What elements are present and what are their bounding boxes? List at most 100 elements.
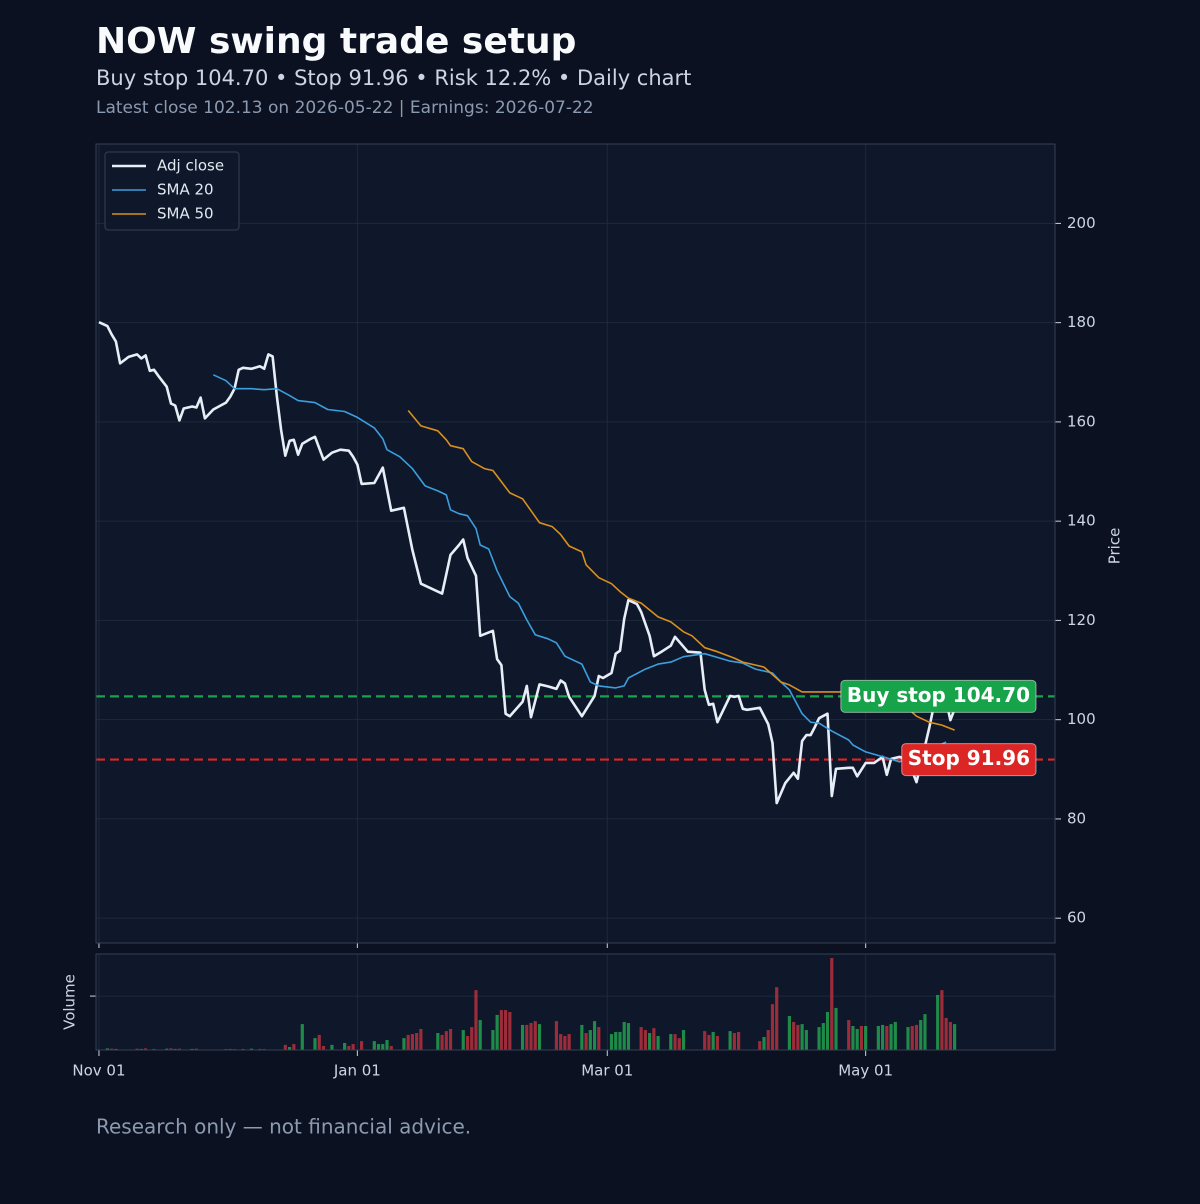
- volume-bar: [470, 1027, 474, 1050]
- volume-bar: [707, 1034, 711, 1050]
- level-label-box: [901, 743, 1037, 777]
- volume-bar: [910, 1026, 914, 1050]
- volume-bar: [626, 1023, 631, 1050]
- volume-bar: [360, 1041, 364, 1050]
- volume-bar: [165, 1048, 169, 1050]
- volume-bar: [817, 1027, 821, 1050]
- volume-bar: [152, 1048, 156, 1050]
- volume-bar: [321, 1045, 326, 1050]
- volume-bar: [228, 1048, 232, 1050]
- volume-bar: [821, 1023, 825, 1050]
- y-tick-label: 160: [1067, 412, 1096, 430]
- volume-bar: [559, 1034, 563, 1050]
- volume-bar: [711, 1031, 715, 1050]
- volume-bar: [436, 1033, 440, 1050]
- volume-bar: [919, 1020, 923, 1050]
- volume-bar: [381, 1044, 385, 1050]
- volume-bar: [533, 1021, 537, 1050]
- volume-bar: [139, 1048, 143, 1050]
- footer: Research only — not financial advice.: [96, 1115, 471, 1139]
- volume-bar: [639, 1027, 643, 1050]
- volume-bar: [893, 1021, 897, 1050]
- volume-bar: [944, 1017, 948, 1050]
- price-panel: [96, 144, 1055, 943]
- x-tick-label: May 01: [838, 1062, 893, 1080]
- volume-bar: [864, 1026, 868, 1050]
- volume-bar: [834, 1007, 838, 1050]
- volume-bar: [376, 1044, 381, 1050]
- series-line: [212, 374, 947, 764]
- volume-panel-border: [95, 953, 1056, 1051]
- volume-bar: [597, 1027, 601, 1050]
- volume-axis-label: Volume: [61, 974, 79, 1030]
- legend-box: [104, 151, 240, 231]
- volume-bar: [876, 1026, 880, 1050]
- volume-bar: [478, 1020, 482, 1050]
- y-tick-label: 140: [1067, 512, 1096, 530]
- volume-bar: [406, 1034, 410, 1050]
- volume-bar: [732, 1033, 736, 1050]
- volume-bar: [940, 990, 944, 1050]
- volume-bar: [948, 1021, 952, 1050]
- volume-bar: [444, 1031, 448, 1050]
- volume-bar: [177, 1048, 182, 1050]
- volume-bar: [300, 1024, 304, 1050]
- x-tick-label: Mar 01: [581, 1062, 633, 1080]
- volume-bar: [389, 1045, 393, 1050]
- volume-bar: [728, 1031, 732, 1050]
- volume-bar: [736, 1031, 741, 1050]
- volume-bar: [554, 1021, 559, 1050]
- volume-bar: [520, 1024, 525, 1050]
- y-tick-label: 200: [1067, 214, 1096, 232]
- volume-bar: [347, 1045, 351, 1050]
- volume-bar: [787, 1016, 791, 1050]
- volume-bar: [110, 1048, 114, 1050]
- chart-note: Latest close 102.13 on 2026-05-22 | Earn…: [96, 98, 594, 118]
- volume-bar: [343, 1042, 347, 1050]
- volume-bar: [537, 1024, 542, 1050]
- volume-bar: [669, 1034, 673, 1050]
- volume-bar: [766, 1030, 770, 1050]
- volume-bar: [825, 1011, 830, 1050]
- volume-bar: [953, 1024, 957, 1050]
- volume-bar: [855, 1028, 859, 1050]
- volume-bar: [656, 1035, 660, 1050]
- volume-bar: [143, 1048, 148, 1050]
- y-tick-label: 80: [1067, 809, 1086, 827]
- volume-bar: [643, 1030, 647, 1050]
- volume-bar: [618, 1031, 622, 1050]
- volume-bar: [588, 1030, 592, 1050]
- volume-bar: [410, 1034, 415, 1050]
- y-axis-label: Price: [1106, 528, 1124, 565]
- volume-bar: [258, 1048, 262, 1050]
- volume-bar: [114, 1048, 118, 1050]
- legend-label: Adj close: [157, 157, 224, 175]
- volume-bar: [775, 987, 779, 1050]
- volume-bar: [614, 1031, 618, 1050]
- volume-bar: [677, 1038, 681, 1050]
- volume-bar: [851, 1026, 855, 1050]
- y-tick-label: 120: [1067, 611, 1096, 629]
- volume-bar: [169, 1048, 173, 1050]
- volume-bar: [758, 1041, 762, 1050]
- y-tick-label: 100: [1067, 710, 1096, 728]
- price-panel-border: [95, 143, 1056, 944]
- volume-bar: [800, 1024, 804, 1050]
- volume-bar: [317, 1034, 321, 1050]
- series-line: [98, 321, 956, 805]
- volume-bar: [681, 1030, 686, 1050]
- volume-bar: [440, 1034, 444, 1050]
- volume-bar: [190, 1048, 194, 1050]
- level-label: Stop 91.96: [908, 746, 1030, 770]
- y-tick-label: 60: [1067, 909, 1086, 927]
- volume-bar: [859, 1026, 864, 1050]
- legend-label: SMA 20: [157, 181, 214, 199]
- volume-bar: [770, 1004, 775, 1050]
- x-tick-label: Jan 01: [333, 1062, 381, 1080]
- volume-bar: [292, 1044, 296, 1050]
- volume-bar: [105, 1048, 110, 1050]
- volume-bar: [474, 990, 478, 1050]
- volume-bar: [830, 958, 834, 1050]
- volume-bar: [173, 1048, 177, 1050]
- volume-bar: [241, 1048, 245, 1050]
